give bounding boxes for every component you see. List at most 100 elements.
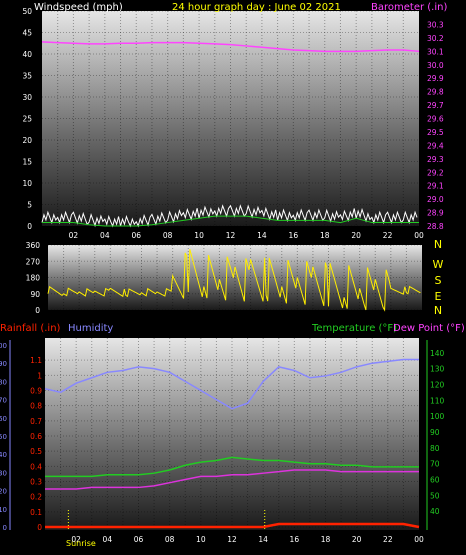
hour-tick-label: 14 (258, 535, 268, 544)
hour-tick-label: 22 (383, 535, 393, 544)
wind-tick-label: 5 (27, 201, 32, 210)
barometer-tick-label: 29.1 (427, 182, 444, 191)
hour-tick-label: 10 (196, 535, 206, 544)
temperature-tick-label: 60 (430, 476, 440, 485)
barometer-tick-label: 29.9 (427, 74, 444, 83)
hour-tick-label: 22 (383, 231, 393, 240)
wind-tick-label: 50 (22, 7, 32, 16)
hour-tick-label: 18 (321, 535, 331, 544)
hour-tick-label: 18 (320, 231, 330, 240)
barometer-tick-label: 30.1 (427, 47, 444, 56)
humidity-tick-label: 50 (0, 433, 7, 441)
humidity-label: Humidity (68, 323, 113, 334)
barometer-label: Barometer (.in) (371, 2, 447, 13)
graph-title: 24 hour graph day : June 02 2021 (172, 2, 341, 13)
humidity-tick-label: 10 (0, 506, 7, 514)
wind-series (41, 41, 420, 228)
direction-plot-area (48, 245, 422, 310)
direction-tick-label: 0 (35, 306, 40, 315)
wind-plot-area (42, 11, 419, 226)
hour-tick-label: 06 (134, 535, 144, 544)
barometer-tick-label: 30.2 (427, 34, 444, 43)
hour-tick-label: 16 (290, 535, 300, 544)
humidity-tick-label: 30 (0, 469, 7, 477)
wind-tick-label: 35 (22, 72, 32, 81)
hour-tick-label: 00 (414, 535, 424, 544)
wind-tick-labels: 02 04 06 08 10 12 14 16 18 20 22 000510152025303540… (22, 7, 443, 240)
rainfall-tick-label: 1 (37, 371, 42, 380)
temperature-tick-label: 110 (430, 396, 445, 405)
rainfall-label: Rainfall (.in) (0, 323, 61, 334)
barometer-tick-label: 30.3 (427, 20, 444, 29)
compass-label: E (435, 290, 442, 303)
compass-label: W (433, 258, 444, 271)
humidity-tick-label: 40 (0, 451, 7, 459)
hour-tick-label: 08 (165, 535, 175, 544)
direction-tick-label: 90 (30, 290, 40, 299)
barometer-tick-label: 29.5 (427, 128, 444, 137)
temperature-tick-label: 80 (430, 444, 440, 453)
wind-barometer-panel: 02 04 06 08 10 12 14 16 18 20 22 000510152025303540… (22, 2, 447, 240)
temperature-tick-label: 130 (430, 365, 445, 374)
hour-tick-label: 04 (100, 231, 110, 240)
rainfall-tick-label: 0.5 (30, 447, 42, 456)
wind-tick-label: 15 (22, 158, 32, 167)
hour-tick-label: 12 (226, 231, 236, 240)
direction-tick-labels: 0 90 180 270 360 (26, 241, 41, 315)
wind-tick-label: 20 (22, 136, 32, 145)
dewpoint-line (45, 469, 419, 490)
wind-tick-label: 40 (22, 50, 32, 59)
humidity-tick-label: 80 (0, 378, 7, 386)
barometer-tick-label: 28.9 (427, 209, 444, 218)
barometer-tick-label: 29.0 (427, 195, 444, 204)
barometer-tick-label: 29.8 (427, 88, 444, 97)
barometer-line (41, 41, 420, 53)
rainfall-tick-label: 0.8 (30, 402, 42, 411)
temperature-tick-label: 120 (430, 381, 445, 390)
humidity-line (44, 358, 419, 410)
humidity-tick-label: 70 (0, 397, 7, 405)
wind-tick-label: 45 (22, 29, 32, 38)
rainfall-line (45, 522, 420, 529)
wind-tick-label: 10 (22, 179, 32, 188)
rainfall-tick-label: 0.6 (30, 432, 42, 441)
dewpoint-label: Dew Point (°F) (393, 323, 465, 334)
wind-tick-label: 25 (22, 115, 32, 124)
hour-tick-label: 14 (257, 231, 267, 240)
wind-direction-line (47, 249, 421, 312)
barometer-tick-label: 29.2 (427, 168, 444, 177)
hour-tick-label: 04 (103, 535, 113, 544)
barometer-tick-label: 30.0 (427, 61, 444, 70)
humidity-tick-label: 100 (0, 342, 7, 350)
rainfall-tick-label: 0.9 (30, 387, 42, 396)
humidity-tick-label: 20 (0, 488, 7, 496)
wind-tick-label: 30 (22, 93, 32, 102)
rainfall-tick-label: 0.2 (30, 493, 42, 502)
rainfall-tick-label: 0.3 (30, 478, 42, 487)
temperature-line (45, 456, 419, 478)
temperature-tick-label: 90 (430, 428, 440, 437)
direction-series (47, 249, 421, 312)
hour-tick-label: 08 (163, 231, 173, 240)
rainfall-tick-label: 0.1 (30, 508, 42, 517)
barometer-tick-label: 29.4 (427, 141, 444, 150)
hour-tick-label: 00 (414, 231, 424, 240)
rainfall-tick-label: 0.4 (30, 462, 42, 471)
hour-tick-label: 06 (131, 231, 141, 240)
direction-grid (48, 244, 422, 311)
temperature-tick-label: 40 (430, 507, 440, 516)
temperature-tick-label: 70 (430, 460, 440, 469)
temp-grid (45, 338, 419, 530)
temp-series (44, 358, 420, 530)
temp-humidity-panel: 02 04 06 08 10 12 14 16 18 20 22 0000.10.20.30.40.5… (0, 323, 465, 548)
barometer-tick-label: 28.8 (427, 222, 444, 231)
hour-tick-label: 12 (227, 535, 237, 544)
hour-tick-label: 20 (351, 231, 361, 240)
temp-plot-area (45, 338, 419, 530)
temperature-label: Temperature (°F) (311, 323, 397, 334)
compass-label: N (434, 238, 442, 251)
hour-tick-label: 10 (194, 231, 204, 240)
humidity-tick-label: 0 (3, 524, 7, 532)
